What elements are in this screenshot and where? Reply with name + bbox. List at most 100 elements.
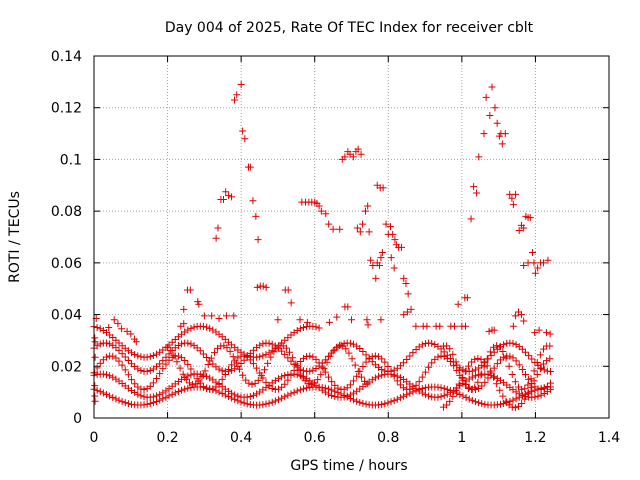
data-point: [248, 380, 256, 388]
data-point: [203, 353, 211, 361]
data-point: [180, 320, 188, 328]
data-point: [531, 329, 539, 337]
data-point: [489, 373, 497, 381]
data-point: [478, 400, 486, 408]
data-point: [235, 365, 243, 373]
data-point: [509, 339, 517, 347]
data-point: [234, 362, 242, 370]
data-point: [340, 392, 348, 400]
data-point: [134, 365, 142, 373]
data-point: [446, 355, 454, 363]
data-point: [337, 390, 345, 398]
data-point: [493, 360, 501, 368]
data-point: [187, 365, 195, 373]
data-point: [118, 350, 126, 358]
data-point: [491, 104, 499, 112]
data-point: [423, 322, 431, 330]
data-point: [214, 224, 222, 232]
data-point: [481, 378, 489, 386]
data-point: [131, 351, 139, 359]
data-point: [506, 190, 514, 198]
data-point: [91, 353, 99, 361]
data-point: [299, 354, 307, 362]
data-point: [455, 366, 463, 374]
data-point: [118, 398, 126, 406]
data-point: [199, 350, 207, 358]
data-point: [193, 344, 201, 352]
data-point: [200, 312, 208, 320]
data-point: [357, 150, 365, 158]
data-point: [527, 383, 535, 391]
data-point: [124, 371, 132, 379]
data-point: [149, 352, 157, 360]
data-point: [315, 362, 323, 370]
data-point: [265, 339, 273, 347]
data-point: [243, 352, 251, 360]
data-point: [109, 352, 117, 360]
data-point: [237, 80, 245, 88]
data-point: [259, 340, 267, 348]
data-point: [112, 395, 120, 403]
data-point: [547, 383, 555, 391]
data-point: [208, 312, 216, 320]
data-point: [418, 373, 426, 381]
data-point: [350, 340, 358, 348]
data-point: [367, 256, 375, 264]
y-tick-label: 0.02: [51, 359, 82, 375]
data-point: [452, 358, 460, 366]
data-point: [149, 379, 157, 387]
data-point: [115, 357, 123, 365]
data-point: [530, 377, 538, 385]
data-point: [156, 360, 164, 368]
data-point: [443, 351, 451, 359]
data-point: [121, 399, 129, 407]
y-axis-label: ROTI / TECUs: [7, 191, 23, 283]
data-point: [237, 398, 245, 406]
data-point: [267, 353, 275, 361]
data-point: [219, 196, 227, 204]
data-point: [112, 354, 120, 362]
data-point: [282, 344, 290, 352]
data-point: [431, 340, 439, 348]
data-point: [293, 371, 301, 379]
data-point: [274, 375, 282, 383]
data-point: [284, 286, 292, 294]
x-tick-label: 1: [457, 430, 466, 446]
data-point: [463, 294, 471, 302]
x-tick-label: 1.4: [598, 430, 620, 446]
data-point: [210, 349, 218, 357]
data-point: [384, 399, 392, 407]
data-point: [184, 372, 192, 380]
data-point: [393, 395, 401, 403]
data-point: [303, 318, 311, 326]
data-point: [525, 389, 533, 397]
data-point: [181, 356, 189, 364]
data-point: [471, 366, 479, 374]
data-point: [482, 93, 490, 101]
data-point: [535, 326, 543, 334]
data-point: [493, 342, 501, 350]
data-point: [499, 392, 507, 400]
data-point: [215, 314, 223, 322]
data-point: [239, 371, 247, 379]
data-point: [115, 346, 123, 354]
data-point: [215, 388, 223, 396]
data-point: [115, 396, 123, 404]
data-point: [462, 322, 470, 330]
data-point: [509, 322, 517, 330]
data-point: [331, 387, 339, 395]
data-point: [103, 339, 111, 347]
data-point: [91, 369, 99, 377]
data-point: [362, 358, 370, 366]
data-point: [396, 381, 404, 389]
data-point: [526, 214, 534, 222]
data-point: [386, 223, 394, 231]
data-point: [180, 305, 188, 313]
data-point: [546, 330, 554, 338]
data-point: [521, 348, 529, 356]
data-point: [304, 380, 312, 388]
data-point: [489, 343, 497, 351]
data-point: [512, 357, 520, 365]
data-point: [317, 207, 325, 215]
data-point: [520, 317, 528, 325]
